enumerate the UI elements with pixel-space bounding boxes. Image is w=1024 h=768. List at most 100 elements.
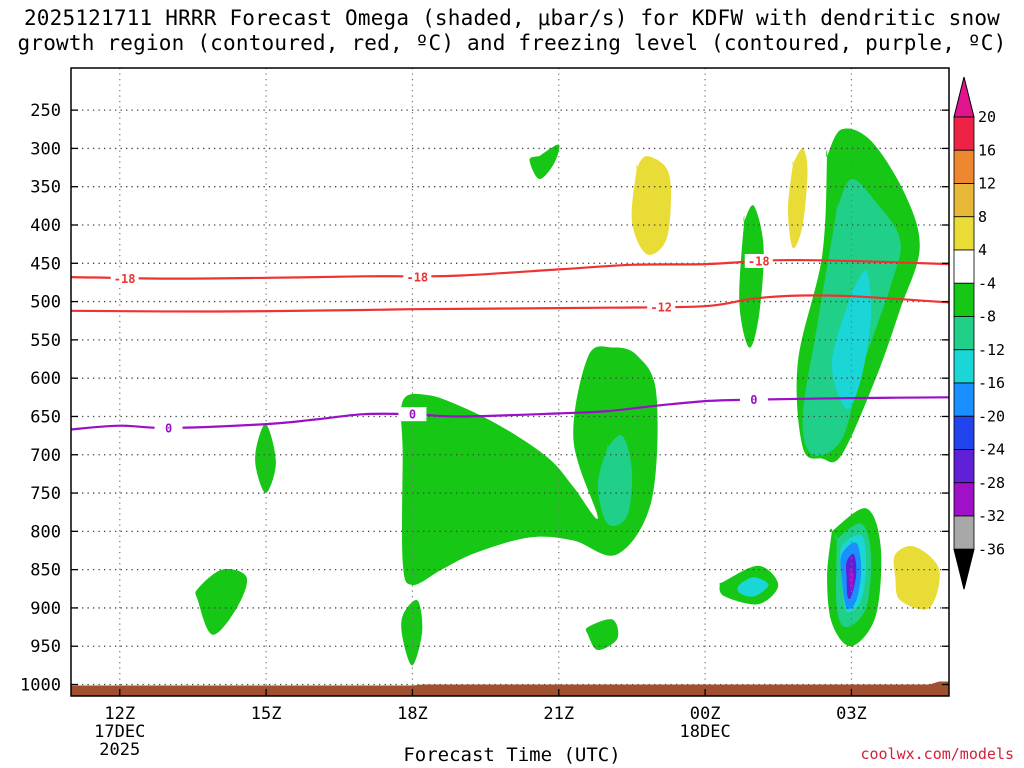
y-tick-label-700: 700 [30, 446, 61, 466]
colorbar-label--4: -4 [978, 274, 996, 292]
omega-region-30 [602, 68, 623, 104]
colorbar-swatch-9 [953, 382, 975, 417]
omega-region-3 [390, 137, 550, 268]
x-tick-label-00Z: 00Z [690, 704, 721, 724]
omega-region-13 [400, 346, 658, 586]
colorbar-label-12: 12 [978, 175, 996, 193]
y-tick-label-750: 750 [30, 484, 61, 504]
omega-region-16 [195, 569, 248, 635]
omega-region-6 [737, 110, 808, 320]
colorbar-label--12: -12 [978, 341, 1005, 359]
colorbar-label--28: -28 [978, 474, 1005, 492]
y-tick-label-300: 300 [30, 139, 61, 159]
contour-label-bg [744, 253, 773, 268]
x-tick-label-15Z: 15Z [251, 704, 282, 724]
x-date-label: 17DEC [94, 722, 145, 742]
y-axis: 250 300 350 400 450 500 550 600 650 700 750 800 850 9… [20, 101, 949, 696]
contour-dgz-12C [71, 294, 949, 313]
colorbar-bottom-arrow [953, 548, 975, 590]
contour-label-bg [398, 407, 427, 422]
contour-label-bg [647, 299, 676, 314]
contour-label-bg [403, 270, 432, 285]
colorbar-top-arrow [953, 76, 975, 118]
chart-title: 2025121711 HRRR Forecast Omega (shaded, … [0, 6, 1024, 56]
y-tick-label-800: 800 [30, 522, 61, 542]
contour-freezing-0C [71, 396, 949, 431]
gridlines [71, 68, 949, 696]
omega-region-12 [739, 205, 764, 348]
colorbar-label--24: -24 [978, 441, 1005, 459]
x-date-label: 18DEC [680, 722, 731, 742]
colorbar-swatch-3 [953, 183, 975, 218]
temperature-contours: -18 -18 -18 -12 0 0 0 [71, 253, 949, 435]
y-tick-label-950: 950 [30, 637, 61, 657]
y-tick-label-850: 850 [30, 561, 61, 581]
y-tick-label-400: 400 [30, 216, 61, 236]
x-tick-label-21Z: 21Z [543, 704, 574, 724]
contour-label-bg [154, 420, 183, 435]
omega-region-5 [631, 156, 671, 255]
omega-region-14 [597, 434, 633, 526]
omega-region-18 [585, 619, 619, 651]
contour-label-6: 0 [409, 408, 416, 422]
colorbar-swatch-5 [953, 249, 975, 284]
contour-label-2: -18 [406, 271, 428, 285]
omega-region-1 [206, 128, 273, 191]
y-tick-label-350: 350 [30, 178, 61, 198]
colorbar-swatch-12 [953, 482, 975, 517]
colorbar-label-16: 16 [978, 141, 996, 159]
colorbar-swatch-1 [953, 116, 975, 151]
x-tick-label-12Z: 12Z [104, 704, 135, 724]
x-axis-label: Forecast Time (UTC) [403, 744, 621, 766]
y-tick-label-550: 550 [30, 331, 61, 351]
colorbar-swatch-7 [953, 316, 975, 351]
chart-title-line-1: 2025121711 HRRR Forecast Omega (shaded, … [23, 6, 1001, 30]
omega-region-26 [885, 365, 916, 455]
omega-region-2 [191, 259, 243, 345]
omega-region-36 [848, 568, 855, 590]
y-tick-label-250: 250 [30, 101, 61, 121]
omega-region-8 [529, 144, 560, 180]
omega-region-23 [158, 622, 174, 654]
colorbar-label-4: 4 [978, 241, 987, 259]
colorbar-swatch-8 [953, 349, 975, 384]
contour-label-4: -12 [650, 300, 672, 314]
chart-title-line-2: growth region (contoured, red, ºC) and f… [17, 31, 1007, 55]
colorbar-swatch-4 [953, 216, 975, 251]
colorbar: 20 16 12 8 4 -4 -8 -12 -16 -20 -24 -28 -32 -36 [953, 76, 1005, 590]
colorbar-label--16: -16 [978, 374, 1005, 392]
y-tick-label-1000: 1000 [20, 676, 61, 696]
x-tick-label-03Z: 03Z [836, 704, 867, 724]
omega-region-7 [788, 148, 808, 249]
omega-region-11 [831, 270, 872, 410]
colorbar-label--8: -8 [978, 308, 996, 326]
colorbar-label--36: -36 [978, 540, 1005, 558]
omega-region-17 [401, 599, 423, 666]
omega-region-20 [737, 577, 769, 597]
contour-dgz-18C [71, 258, 949, 280]
colorbar-swatch-13 [953, 515, 975, 550]
colorbar-swatch-2 [953, 149, 975, 184]
contour-label-7: 0 [750, 393, 757, 407]
contour-label-3: -18 [748, 254, 770, 268]
y-tick-label-650: 650 [30, 407, 61, 427]
colorbar-label-20: 20 [978, 108, 996, 126]
omega-region-28 [893, 545, 940, 610]
x-tick-label-18Z: 18Z [397, 704, 428, 724]
omega-region-15 [255, 423, 276, 494]
colorbar-label-8: 8 [978, 208, 987, 226]
terrain-fill [71, 681, 949, 696]
contour-label-bg [739, 392, 768, 407]
y-tick-label-900: 900 [30, 599, 61, 619]
omega-region-22 [455, 577, 502, 616]
omega-shading [158, 68, 949, 692]
colorbar-label--20: -20 [978, 407, 1005, 425]
x-year-label: 2025 [99, 740, 140, 760]
y-tick-label-500: 500 [30, 293, 61, 313]
ground-surface [71, 681, 949, 696]
plot-frame [70, 67, 950, 697]
credit-link[interactable]: coolwx.com/models [860, 745, 1014, 763]
contour-label-1: -18 [114, 272, 136, 286]
y-tick-label-450: 450 [30, 254, 61, 274]
